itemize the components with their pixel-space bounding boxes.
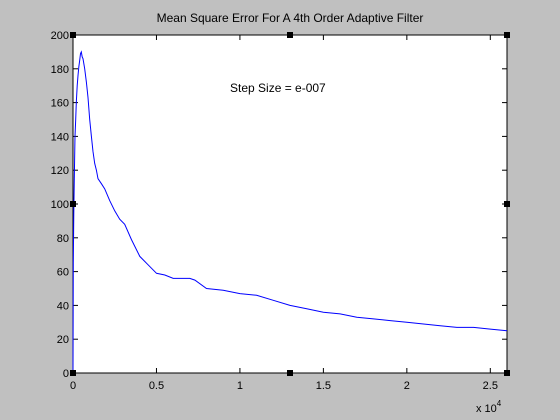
y-tick-label: 80 (57, 233, 69, 245)
y-tick-label: 20 (57, 334, 69, 346)
y-tick-label: 60 (57, 267, 69, 279)
frame-marker (504, 370, 510, 376)
y-axis: 0 20 40 60 80 100 120 140 160 180 200 (51, 30, 507, 380)
x-tick-label: 0.5 (149, 380, 164, 392)
x-exponent-power: 4 (497, 399, 502, 408)
corner-markers (70, 32, 510, 376)
mse-series-line (72, 50, 508, 374)
frame-marker (504, 201, 510, 207)
frame-marker (504, 32, 510, 38)
y-tick-label: 0 (63, 368, 69, 380)
x-tick-label: 2.5 (483, 380, 498, 392)
x-tick-label: 1.5 (316, 380, 331, 392)
frame-marker (287, 32, 293, 38)
y-tick-label: 120 (51, 165, 69, 177)
y-tick-label: 140 (51, 131, 69, 143)
chart-title: Mean Square Error For A 4th Order Adapti… (157, 11, 424, 25)
y-tick-label: 200 (51, 30, 69, 42)
x-tick-label: 1 (237, 380, 243, 392)
y-tick-label: 100 (51, 199, 69, 211)
step-size-annotation: Step Size = e-007 (230, 81, 326, 95)
frame-marker (287, 370, 293, 376)
series-layer (72, 50, 508, 374)
y-tick-label: 180 (51, 64, 69, 76)
y-tick-label: 40 (57, 300, 69, 312)
plot-area (72, 34, 508, 374)
x-exponent-label: x 104 (476, 399, 502, 415)
x-tick-label: 2 (404, 380, 410, 392)
frame-marker (70, 201, 76, 207)
frame-marker (70, 32, 76, 38)
y-tick-label: 160 (51, 98, 69, 110)
x-tick-label: 0 (70, 380, 76, 392)
x-exponent-base: x 10 (476, 403, 497, 415)
x-axis: 0 0.5 1 1.5 2 2.5 (70, 35, 498, 392)
frame-marker (70, 370, 76, 376)
